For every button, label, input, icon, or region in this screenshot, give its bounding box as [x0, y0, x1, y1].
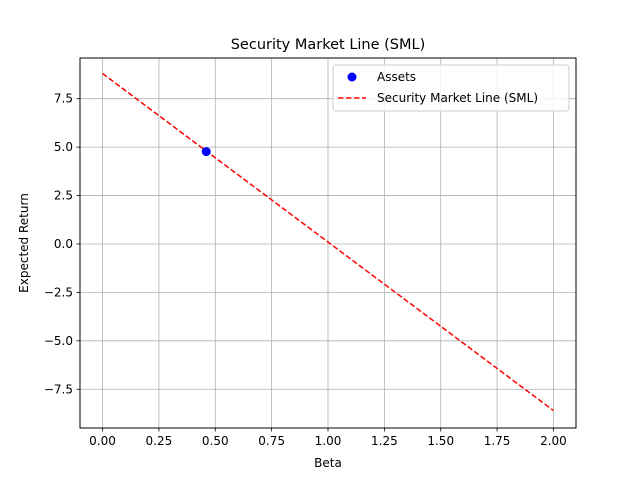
x-tick-label: 1.25 [371, 434, 398, 448]
chart-title: Security Market Line (SML) [231, 37, 426, 53]
legend-label-assets: Assets [377, 70, 416, 84]
legend-marker-assets [347, 72, 357, 82]
series-layer [102, 72, 554, 412]
x-tick-label: 0.25 [146, 434, 173, 448]
x-tick-label: 0.00 [89, 434, 116, 448]
y-tick-label: −7.5 [44, 382, 73, 396]
legend-label-sml: Security Market Line (SML) [377, 91, 538, 105]
y-tick-label: −5.0 [44, 334, 73, 348]
grid [80, 58, 576, 428]
x-tick-label: 0.50 [202, 434, 229, 448]
x-axis-ticks: 0.00 0.25 0.50 0.75 1.00 1.25 1.50 1.75 2.00 [89, 428, 567, 448]
y-tick-label: 2.5 [54, 189, 73, 203]
x-tick-label: 1.00 [315, 434, 342, 448]
x-tick-label: 1.50 [427, 434, 454, 448]
y-tick-label: 0.0 [54, 237, 73, 251]
y-tick-label: 7.5 [54, 92, 73, 106]
x-tick-label: 0.75 [258, 434, 285, 448]
x-axis-title: Beta [314, 456, 342, 470]
x-tick-label: 2.00 [540, 434, 567, 448]
y-tick-label: 5.0 [54, 140, 73, 154]
y-axis-ticks: −7.5 −5.0 −2.5 0.0 2.5 5.0 7.5 [44, 92, 80, 396]
x-tick-label: 1.75 [484, 434, 511, 448]
legend-box [332, 64, 570, 112]
sml-line [102, 72, 554, 412]
asset-point [201, 147, 211, 157]
y-axis-title: Expected Return [17, 193, 31, 293]
legend: Assets Security Market Line (SML) [332, 64, 570, 112]
y-tick-label: −2.5 [44, 285, 73, 299]
